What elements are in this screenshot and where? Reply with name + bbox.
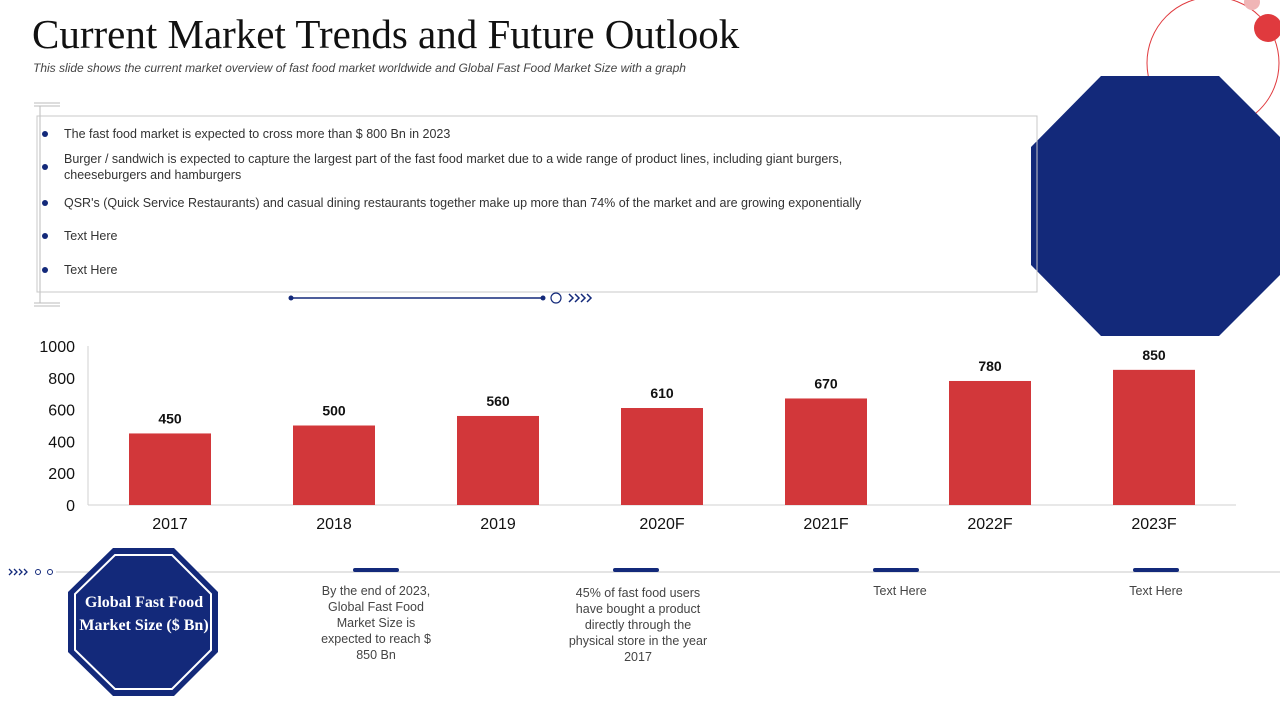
callout-text: Text Here <box>1129 584 1183 598</box>
chevrons-right-icon <box>568 293 593 303</box>
bar <box>1113 369 1195 505</box>
x-tick-label: 2018 <box>316 516 352 533</box>
decor-navy-octagon <box>1031 76 1280 336</box>
bullet-text: QSR's (Quick Service Restaurants) and ca… <box>64 196 862 210</box>
x-tick-label: 2021F <box>803 516 849 533</box>
y-tick-label: 800 <box>48 371 75 388</box>
y-tick-label: 600 <box>48 403 75 420</box>
small-ring-1 <box>35 569 41 575</box>
bullet-item: Text Here <box>40 262 920 278</box>
y-tick-label: 1000 <box>39 339 75 356</box>
decor-red-dot <box>1254 14 1280 42</box>
bullet-item: QSR's (Quick Service Restaurants) and ca… <box>40 195 920 211</box>
badge-label: Global Fast Food Market Size ($ Bn) <box>79 594 209 634</box>
connector-dot-left <box>288 295 294 301</box>
bullet-dot-icon <box>42 200 48 206</box>
y-tick-label: 0 <box>66 498 75 515</box>
callout-marker <box>873 568 919 572</box>
y-tick-label: 400 <box>48 434 75 451</box>
bullet-text: Text Here <box>64 229 118 243</box>
badge-octagon-inner <box>74 554 212 690</box>
data-label: 780 <box>978 358 1002 374</box>
callout-text: Text Here <box>873 584 927 598</box>
bullet-dot-icon <box>42 131 48 137</box>
bar <box>293 425 375 505</box>
callout-text: 45% of fast food users have bought a pro… <box>568 586 708 664</box>
decor-pink-dot <box>1244 0 1260 10</box>
bullet-dot-icon <box>42 233 48 239</box>
market-size-chart: 0 200 400 600 800 1000 450 2017 500 2018 560 2019 61… <box>39 339 1236 533</box>
x-tick-label: 2022F <box>967 516 1013 533</box>
bullet-dot-icon <box>42 267 48 273</box>
chevrons-left-icon <box>8 568 28 576</box>
bullet-item: Burger / sandwich is expected to capture… <box>40 151 920 183</box>
bullet-text: Text Here <box>64 263 118 277</box>
bullet-dot-icon <box>42 164 48 170</box>
bullet-text: The fast food market is expected to cros… <box>64 127 451 141</box>
callout-text: By the end of 2023, Global Fast Food Mar… <box>321 584 431 662</box>
data-label: 450 <box>158 410 182 426</box>
page-subtitle: This slide shows the current market over… <box>33 61 686 75</box>
data-label: 670 <box>814 375 838 391</box>
bullet-item: Text Here <box>40 228 920 244</box>
data-label: 850 <box>1142 347 1166 363</box>
data-label: 500 <box>322 403 346 419</box>
x-tick-label: 2017 <box>152 516 188 533</box>
y-tick-label: 200 <box>48 466 75 483</box>
data-label: 560 <box>486 393 510 409</box>
bar <box>457 415 539 505</box>
bullet-item: The fast food market is expected to cros… <box>40 126 920 142</box>
bullet-panel-border <box>36 115 1038 293</box>
callout-marker <box>353 568 399 572</box>
small-ring-2 <box>47 569 53 575</box>
callout-marker <box>1133 568 1179 572</box>
callout-marker <box>613 568 659 572</box>
bullet-text: Burger / sandwich is expected to capture… <box>64 152 843 182</box>
connector-ring <box>550 292 562 304</box>
x-tick-label: 2019 <box>480 516 516 533</box>
bar <box>949 380 1031 505</box>
page-title: Current Market Trends and Future Outlook <box>32 11 740 57</box>
bar <box>785 398 867 505</box>
data-label: 610 <box>650 385 674 401</box>
x-tick-label: 2020F <box>639 516 685 533</box>
x-tick-label: 2023F <box>1131 516 1177 533</box>
connector-dot-right <box>540 295 546 301</box>
bar <box>621 408 703 505</box>
bar <box>129 433 211 505</box>
badge-octagon-outer <box>68 548 218 696</box>
